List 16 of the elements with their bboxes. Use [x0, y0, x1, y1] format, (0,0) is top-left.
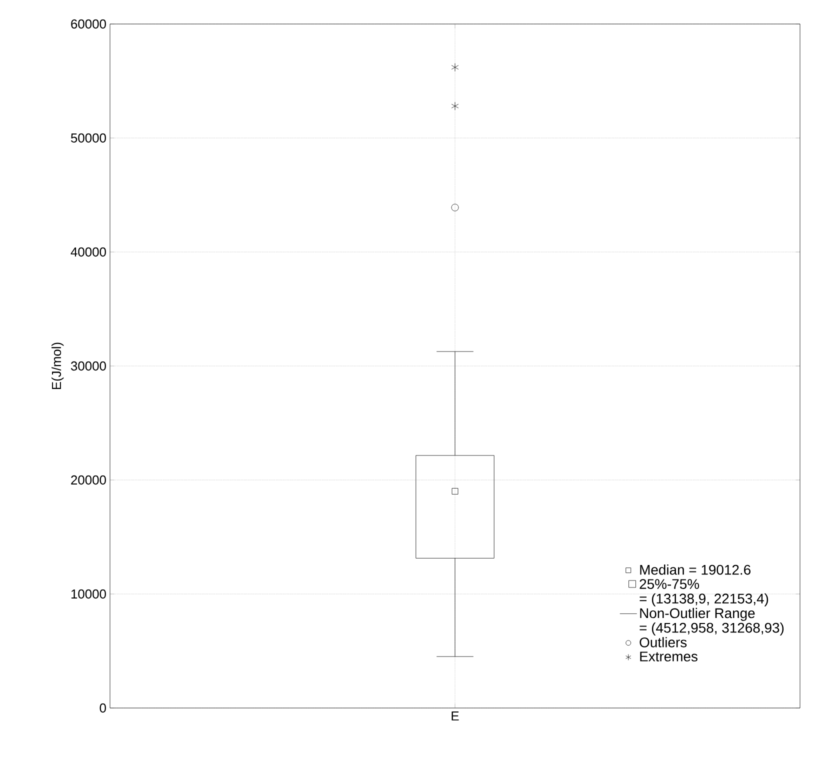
- annotation: Non-Outlier Range: [640, 608, 755, 621]
- annotation: 25%-75%: [640, 579, 700, 589]
- y-tick-label: 50000: [70, 133, 106, 143]
- annotation: Outliers: [640, 637, 687, 648]
- y-tick-label: 0: [100, 703, 106, 713]
- y-tick-label: 20000: [71, 475, 106, 485]
- x-tick-label: E: [452, 712, 459, 720]
- annotation: = (13138,9, 22153,4): [640, 593, 768, 606]
- annotation: Median = 19012.6: [640, 564, 750, 575]
- legend-label: Extremes: [640, 652, 698, 662]
- y-tick-label: 30000: [70, 361, 106, 371]
- y-axis-title: E(J/mol): [52, 342, 64, 390]
- y-tick-label: 10000: [71, 589, 106, 599]
- annotation: = (4512,958, 31268,93): [640, 622, 784, 636]
- y-tick-label: 60000: [71, 19, 106, 29]
- y-tick-label: 40000: [70, 247, 106, 257]
